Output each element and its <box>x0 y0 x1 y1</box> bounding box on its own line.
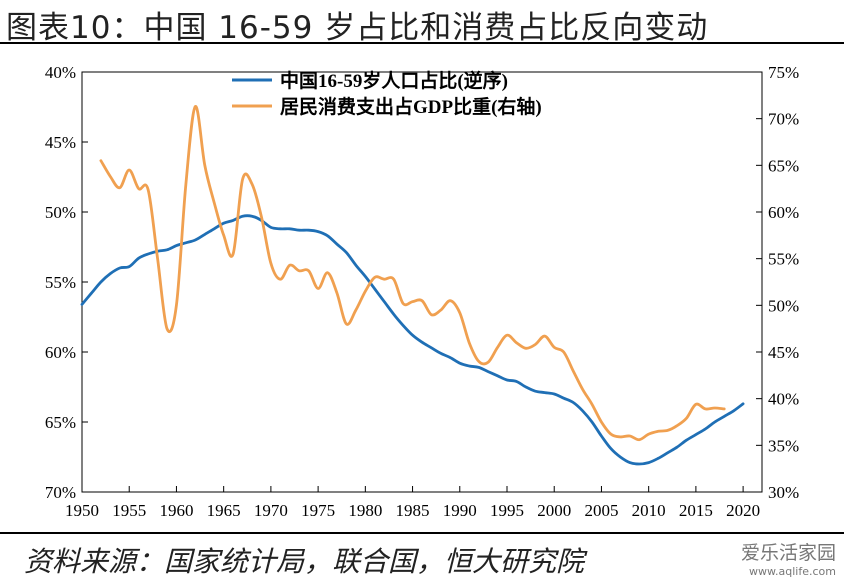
chart-title: 图表10：中国 16-59 岁占比和消费占比反向变动 <box>6 10 709 46</box>
source-divider <box>0 532 844 534</box>
right-axis-tick-label: 30% <box>768 483 799 502</box>
right-axis-tick-label: 45% <box>768 343 799 362</box>
right-axis-tick-label: 35% <box>768 436 799 455</box>
legend-label: 居民消费支出占GDP比重(右轴) <box>280 95 542 118</box>
x-axis-tick-label: 1985 <box>396 501 430 520</box>
x-axis-tick-label: 1995 <box>490 501 524 520</box>
left-axis-tick-label: 60% <box>45 343 76 362</box>
watermark: 爱乐活家园 www.aqlife.com <box>741 538 836 578</box>
left-axis-tick-label: 50% <box>45 203 76 222</box>
source-note: 资料来源：国家统计局，联合国，恒大研究院 <box>24 545 585 578</box>
x-axis-tick-label: 1950 <box>65 501 99 520</box>
left-axis-tick-label: 65% <box>45 413 76 432</box>
legend-label: 中国16-59岁人口占比(逆序) <box>280 69 508 92</box>
x-axis-tick-label: 1980 <box>348 501 382 520</box>
left-axis-tick-label: 40% <box>45 63 76 82</box>
left-axis-tick-label: 45% <box>45 133 76 152</box>
watermark-text: 爱乐活家园 <box>740 542 836 564</box>
right-axis-tick-label: 75% <box>768 63 799 82</box>
x-axis-tick-label: 1970 <box>254 501 288 520</box>
left-axis-tick-label: 55% <box>45 273 76 292</box>
x-axis-tick-label: 1960 <box>159 501 193 520</box>
title-divider <box>0 42 844 44</box>
series-line-population <box>80 214 745 466</box>
right-axis-tick-label: 60% <box>768 203 799 222</box>
right-axis-tick-label: 70% <box>768 110 799 129</box>
right-axis-tick-label: 55% <box>768 250 799 269</box>
x-axis-tick-label: 2020 <box>726 501 760 520</box>
x-axis-tick-label: 2015 <box>679 501 713 520</box>
x-axis-tick-label: 1965 <box>207 501 241 520</box>
watermark-url: www.aqlife.com <box>749 565 836 578</box>
left-axis-tick-label: 70% <box>45 483 76 502</box>
series-line-consumption <box>99 105 726 442</box>
x-axis-tick-label: 2010 <box>632 501 666 520</box>
right-axis-tick-label: 50% <box>768 296 799 315</box>
x-axis-tick-label: 1975 <box>301 501 335 520</box>
plot-area-frame <box>81 71 763 493</box>
x-axis-tick-label: 1990 <box>443 501 477 520</box>
x-axis-tick-label: 1955 <box>112 501 146 520</box>
right-axis-tick-label: 40% <box>768 390 799 409</box>
line-chart: 40% 45% 50% 55% 60% 65% 70% 75% 70% 65% 60% 55% 50% 4… <box>45 63 799 520</box>
x-axis-tick-label: 2000 <box>537 501 571 520</box>
x-axis-tick-label: 2005 <box>584 501 618 520</box>
right-axis-tick-label: 65% <box>768 156 799 175</box>
